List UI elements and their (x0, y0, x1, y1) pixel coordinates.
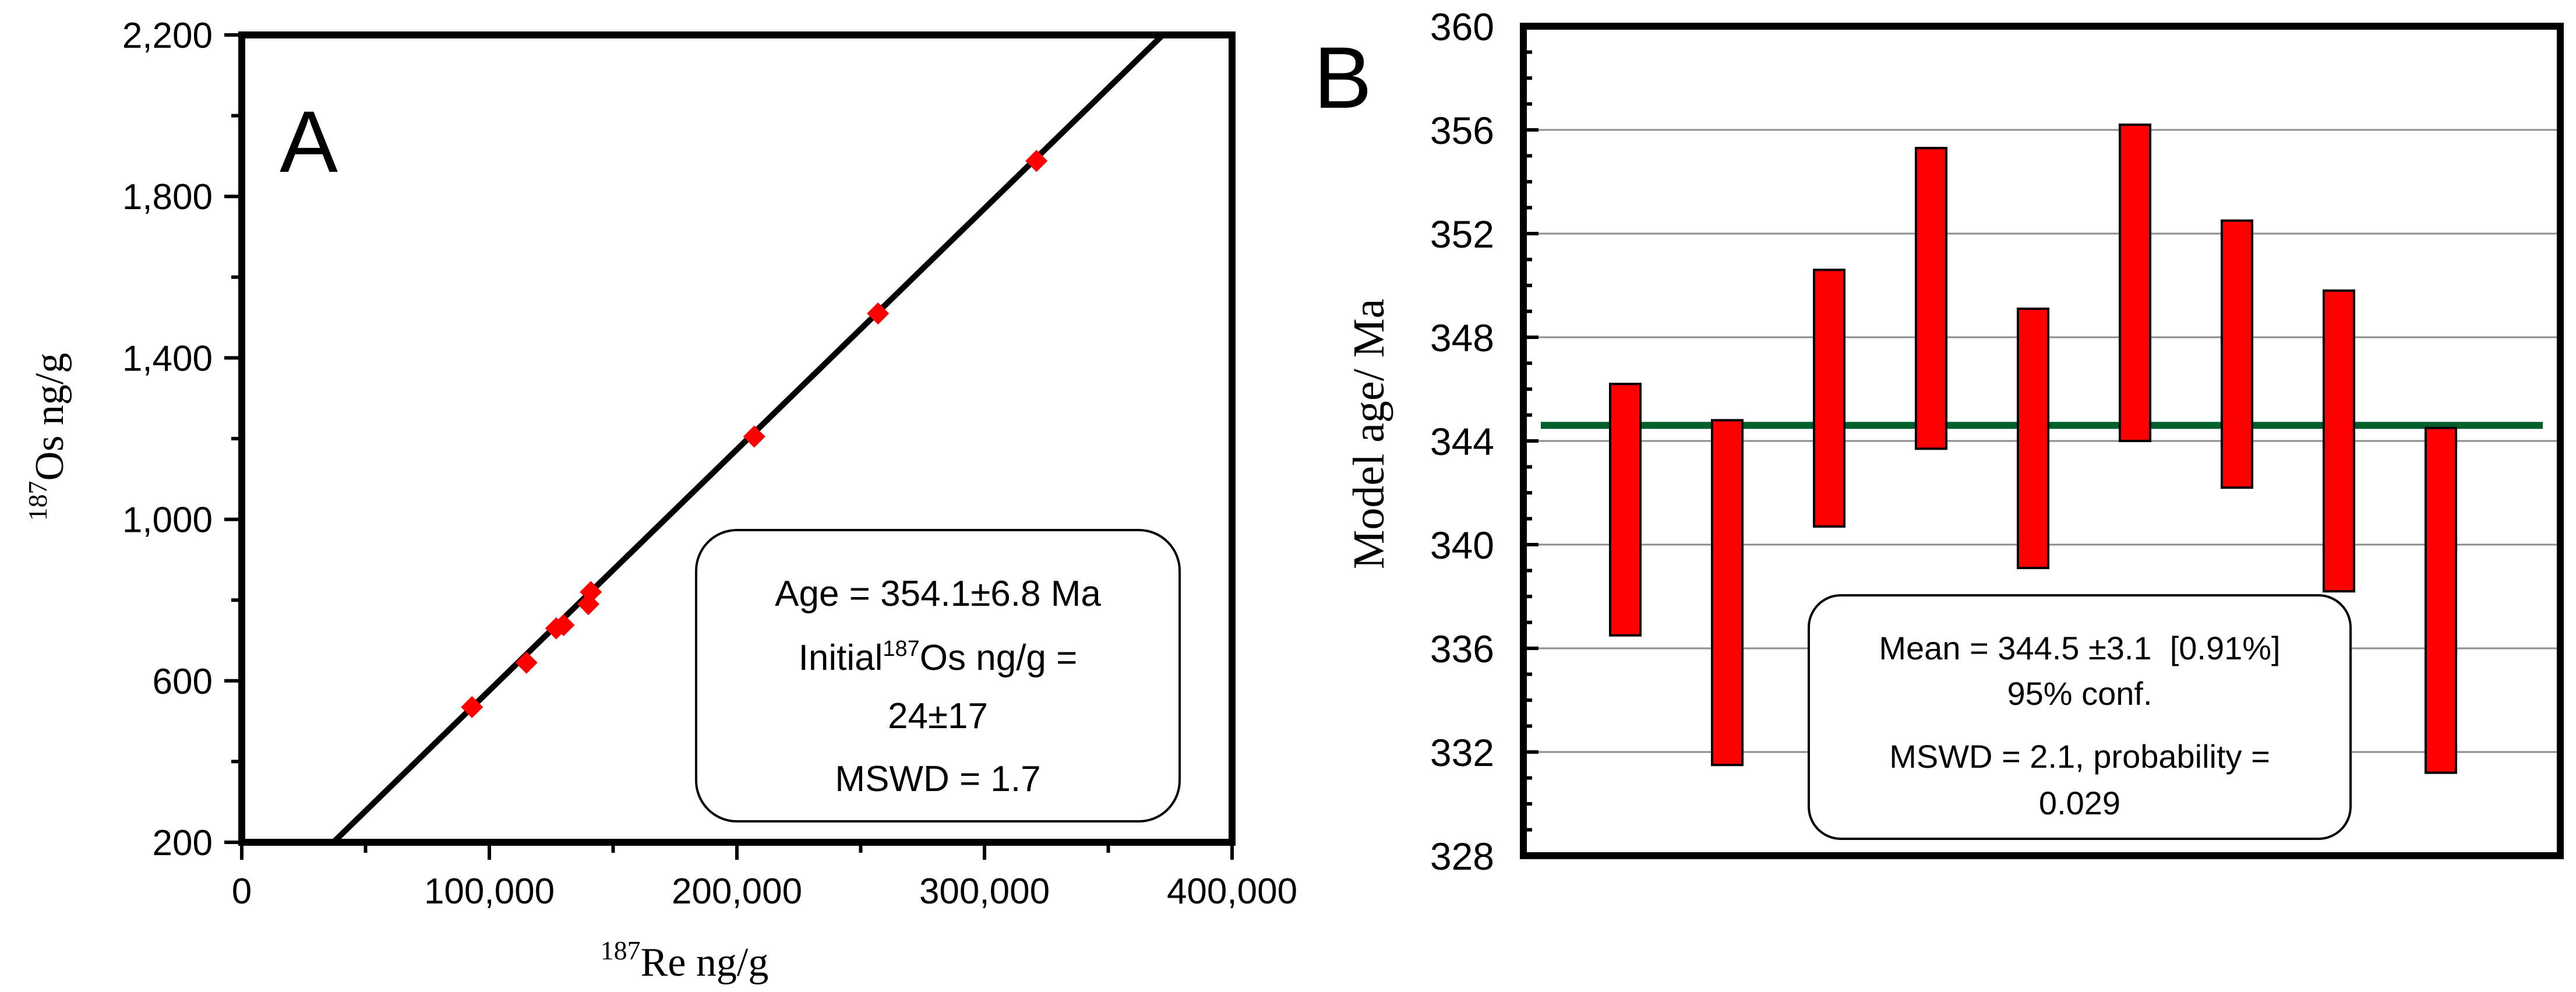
error-bar (2119, 123, 2151, 443)
x-tick-label: 100,000 (424, 871, 555, 912)
error-bar (2017, 308, 2049, 570)
error-bar (1609, 383, 1642, 637)
data-point (743, 425, 765, 448)
data-point (552, 614, 575, 637)
panel-b-error-bars (1609, 123, 2457, 774)
error-bar (1915, 147, 1947, 450)
y-tick-label: 356 (1430, 109, 1494, 152)
panel-a-x-axis-title: 187Re ng/g (601, 935, 769, 985)
panel-a: A 200 600 1,000 1,400 1,800 2,200 0 100,000 200… (23, 16, 1297, 985)
age-text: Age = 354.1±6.8 Ma (775, 574, 1101, 614)
panel-a-mswd-text: MSWD = 1.7 (835, 759, 1040, 799)
y-tick-label: 344 (1430, 420, 1494, 463)
data-point (867, 302, 890, 325)
panel-b-plot-frame (1520, 23, 2564, 859)
error-bar (2425, 426, 2457, 774)
y-tick-label: 348 (1430, 316, 1494, 359)
panel-a-label: A (280, 93, 338, 190)
y-tick-label: 360 (1430, 5, 1494, 48)
x-tick-label: 400,000 (1167, 871, 1297, 912)
panel-a-x-tick-labels: 0 100,000 200,000 300,000 400,000 (232, 871, 1297, 912)
y-tick-label: 2,200 (122, 16, 213, 56)
initial-os-text: Initial187Os ng/g = (799, 637, 1078, 678)
error-bar (1711, 419, 1744, 767)
y-tick-label: 332 (1430, 731, 1494, 774)
panel-b-annotation-box (1808, 594, 2352, 840)
confidence-text: 95% conf. (2007, 675, 2152, 712)
y-tick-label: 1,400 (122, 338, 213, 379)
y-tick-label: 200 (153, 823, 213, 863)
error-bar (2323, 289, 2355, 593)
x-tick-label: 0 (232, 871, 252, 912)
panel-b-annotation: Mean = 344.5 ±3.1 [0.91%] 95% conf. MSWD… (1808, 594, 2352, 840)
data-point (515, 651, 538, 674)
panel-a-annotation-box (695, 529, 1181, 822)
initial-os-value: 24±17 (888, 696, 988, 736)
y-tick-label: 328 (1430, 835, 1494, 878)
x-tick-label: 300,000 (919, 871, 1050, 912)
panel-a-plot-frame (238, 31, 1236, 846)
data-point (461, 696, 484, 718)
panel-b: B 328 332 336 340 344 348 352 356 360 Mean = 344… (1314, 5, 2564, 878)
panel-a-data-points (461, 150, 1048, 718)
panel-a-y-axis-title: 187Os ng/g (23, 353, 72, 521)
probability-value: 0.029 (2039, 785, 2120, 821)
y-tick-label: 1,000 (122, 500, 213, 541)
y-tick-label: 1,800 (122, 177, 213, 217)
data-point (580, 581, 602, 603)
y-tick-label: 352 (1430, 213, 1494, 256)
panel-b-label: B (1314, 29, 1372, 126)
mean-text: Mean = 344.5 ±3.1 [0.91%] (1879, 630, 2280, 666)
panel-a-annotation: Age = 354.1±6.8 Ma Initial187Os ng/g = 2… (695, 529, 1181, 822)
panel-b-y-tick-labels: 328 332 336 340 344 348 352 356 360 (1430, 5, 1494, 878)
x-tick-label: 200,000 (672, 871, 802, 912)
y-tick-label: 340 (1430, 524, 1494, 567)
panel-b-mswd-text: MSWD = 2.1, probability = (1889, 738, 2270, 775)
data-point (1025, 150, 1048, 172)
y-tick-label: 600 (153, 662, 213, 702)
panel-b-y-axis-title: Model age/ Ma (1345, 299, 1393, 569)
error-bar (2221, 219, 2253, 489)
y-tick-label: 336 (1430, 627, 1494, 670)
panel-a-y-tick-labels: 200 600 1,000 1,400 1,800 2,200 (122, 16, 213, 863)
error-bar (1813, 269, 1845, 528)
